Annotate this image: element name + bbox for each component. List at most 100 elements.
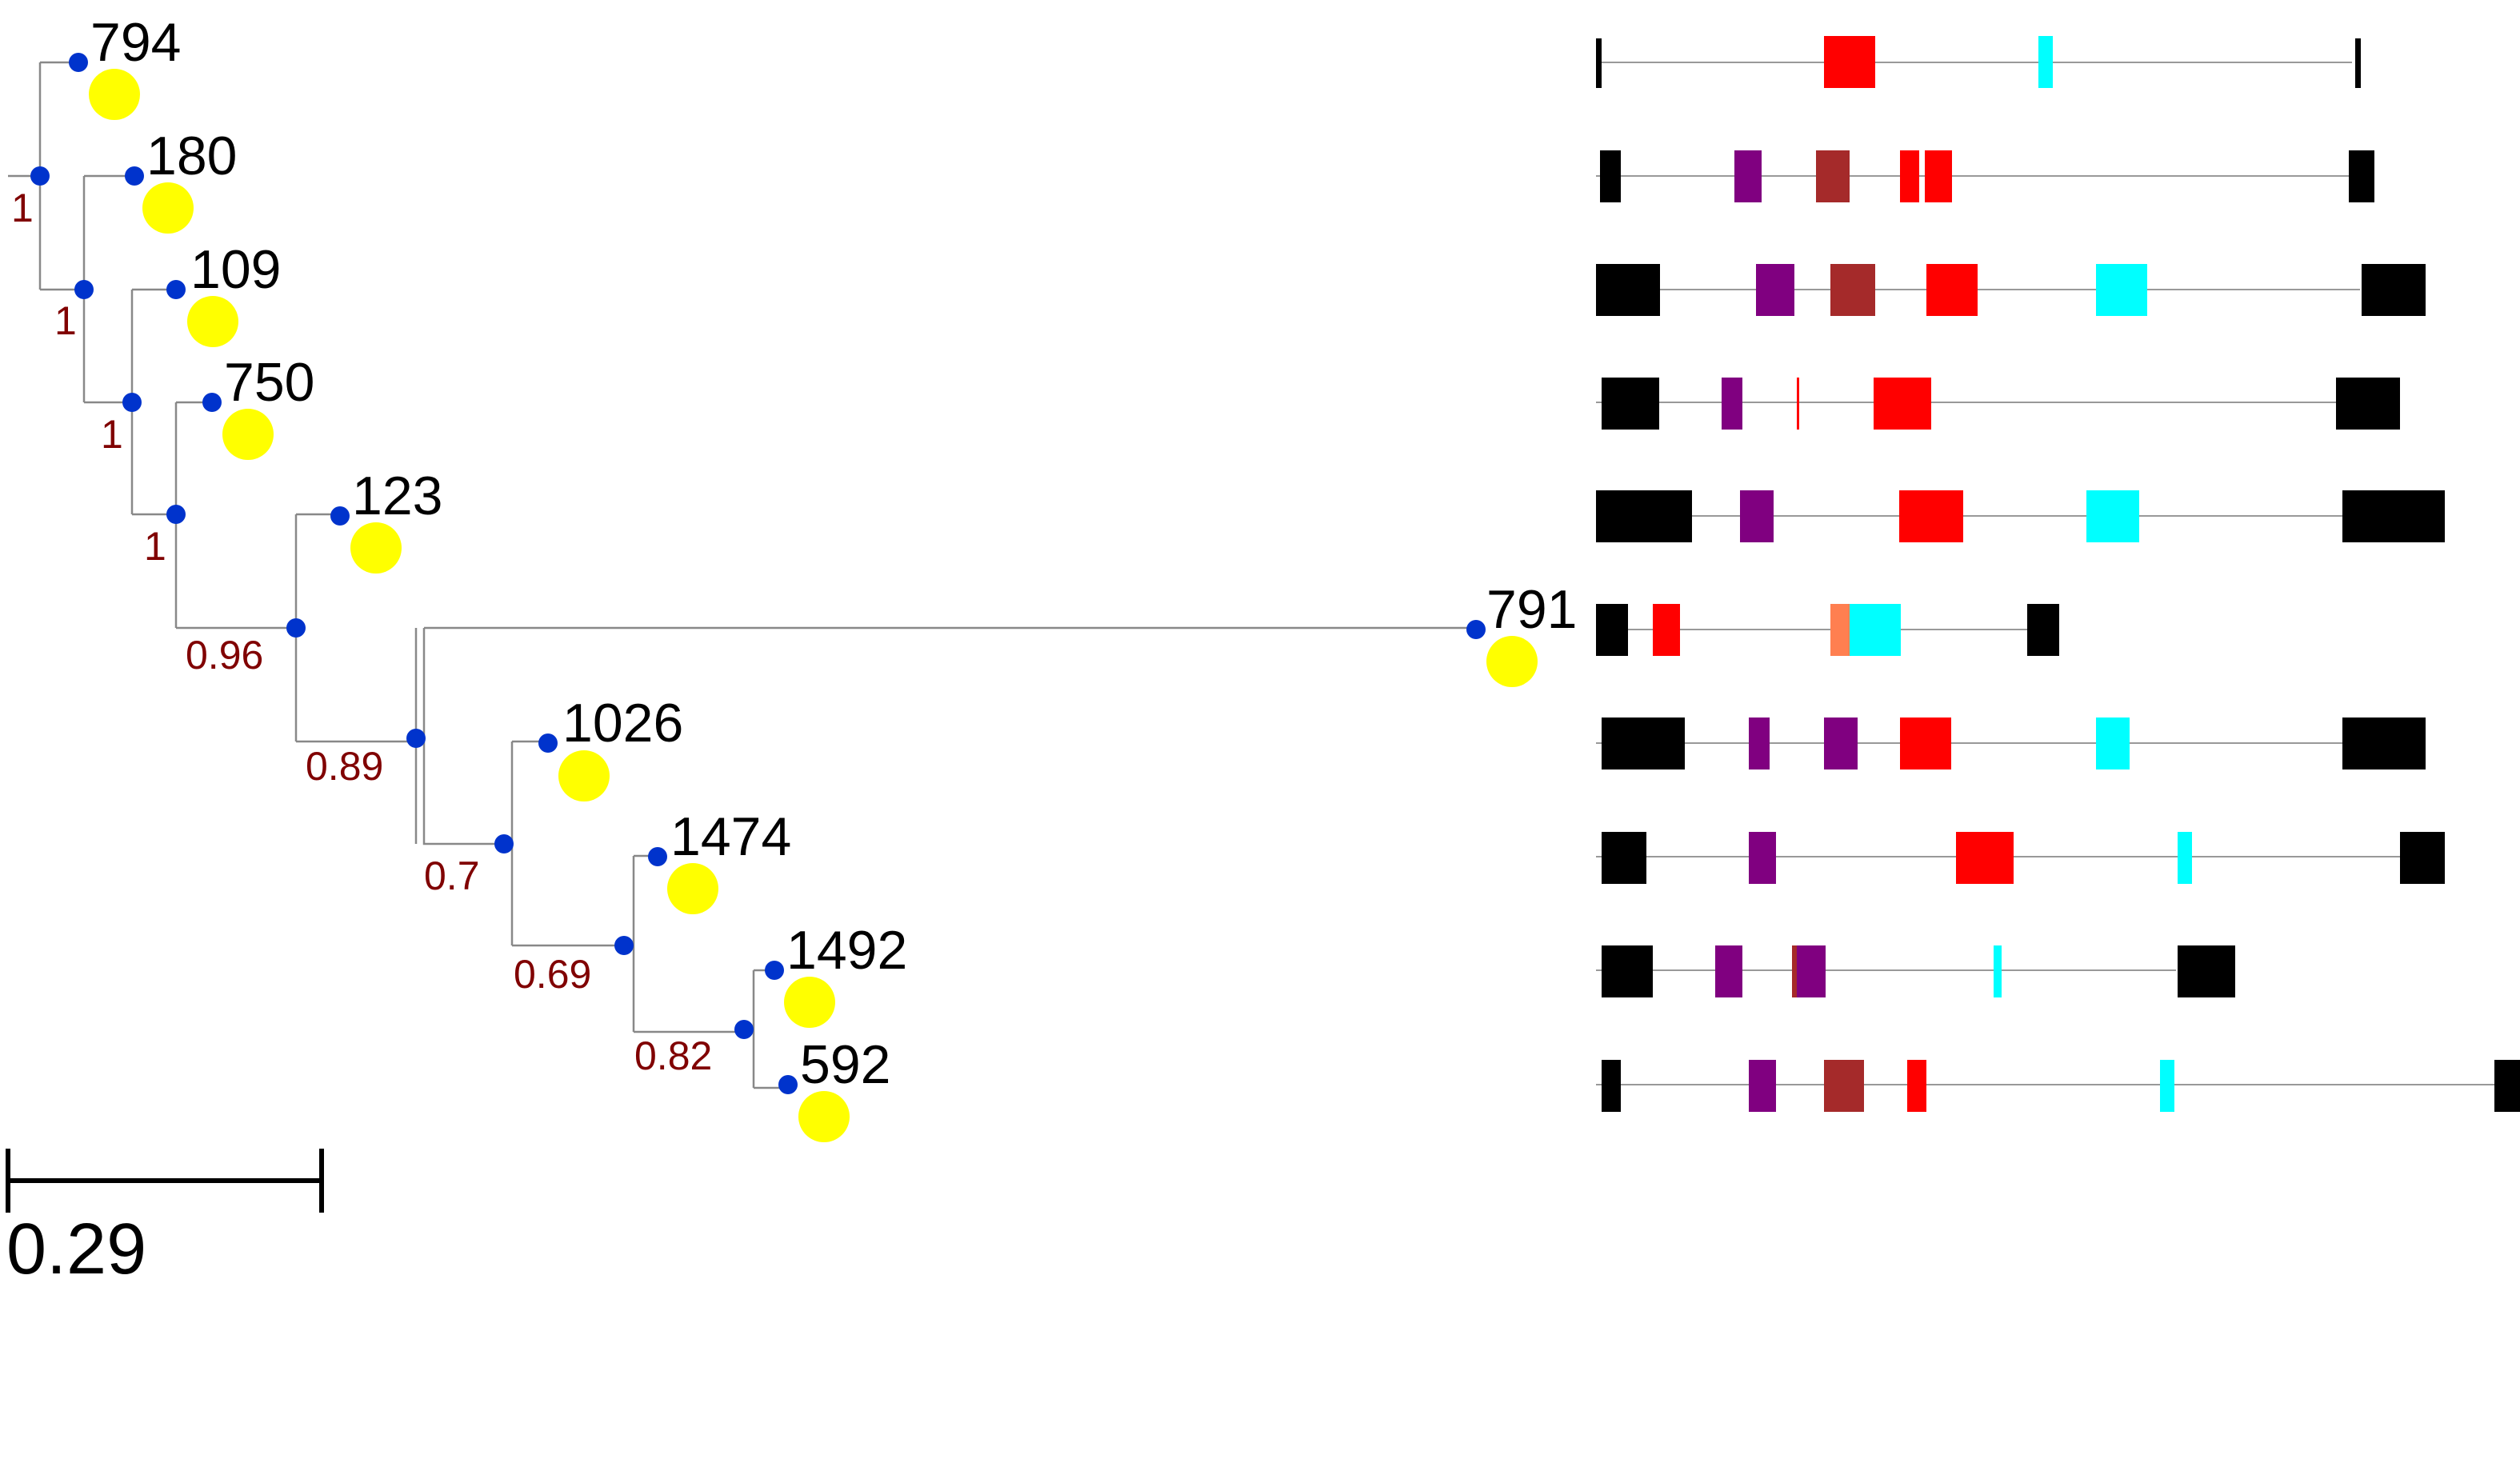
leaf-marker (142, 182, 194, 234)
purple-domain (1756, 264, 1794, 316)
terminal-domain (1600, 150, 1621, 202)
support-value: 0.69 (514, 952, 591, 997)
internal-node (406, 729, 426, 748)
brown-domain (1792, 945, 1797, 997)
internal-node (494, 834, 514, 853)
support-value: 1 (54, 298, 77, 343)
purple-domain (1734, 150, 1762, 202)
leaf-tip-dot (69, 53, 88, 72)
support-value: 1 (101, 412, 123, 457)
leaf-nodes: 794 180 109 750 123 791 (69, 12, 1577, 1142)
red-domain (1797, 378, 1799, 430)
purple-domain (1749, 832, 1776, 884)
leaf-label: 750 (224, 352, 314, 413)
internal-node (166, 505, 186, 524)
red-domain (1900, 718, 1951, 769)
internal-node (122, 393, 142, 412)
leaf-1474: 1474 (648, 806, 791, 914)
terminal-domain (2494, 1060, 2520, 1112)
purple-domain (1797, 945, 1826, 997)
purple-domain (1722, 378, 1742, 430)
leaf-tip-dot (1466, 620, 1486, 639)
branch (422, 628, 504, 845)
cyan-domain (2086, 490, 2139, 542)
red-domain (1926, 264, 1978, 316)
terminal-domain (2342, 490, 2445, 542)
terminal-domain (2178, 945, 2235, 997)
internal-node (614, 936, 634, 955)
leaf-1026: 1026 (538, 693, 683, 801)
purple-domain (1749, 718, 1770, 769)
brown-domain (1824, 1060, 1864, 1112)
domain-row-1492 (1596, 945, 2235, 997)
leaf-label: 592 (800, 1034, 890, 1095)
leaf-label: 791 (1486, 579, 1577, 640)
leaf-tip-dot (648, 847, 667, 866)
red-domain (1824, 36, 1875, 88)
terminal-domain (1596, 264, 1660, 316)
cyan-domain (2038, 36, 2053, 88)
leaf-tip-dot (125, 166, 144, 186)
domain-row-794 (1596, 36, 2361, 88)
brown-domain (1816, 150, 1850, 202)
red-domain (1907, 1060, 1926, 1112)
terminal-domain (1602, 832, 1646, 884)
leaf-592: 592 (778, 1034, 890, 1142)
support-value: 1 (144, 524, 166, 569)
leaf-label: 1474 (670, 806, 791, 867)
purple-domain (1740, 490, 1774, 542)
support-value: 1 (11, 186, 34, 230)
domain-row-750 (1596, 378, 2400, 430)
terminal-domain (2362, 264, 2426, 316)
red-domain (1925, 150, 1952, 202)
leaf-label: 1026 (562, 693, 683, 753)
domain-row-592 (1596, 1060, 2520, 1112)
leaf-tip-dot (330, 506, 350, 526)
domain-row-791 (1596, 604, 2059, 656)
leaf-marker (784, 977, 835, 1028)
brown-domain (1830, 264, 1875, 316)
leaf-label: 794 (90, 12, 181, 73)
leaf-marker (222, 409, 274, 460)
leaf-791: 791 (1466, 579, 1577, 687)
leaf-tip-dot (166, 280, 186, 299)
cyan-domain (1850, 604, 1901, 656)
internal-node (30, 166, 50, 186)
terminal-domain (1602, 718, 1685, 769)
domain-row-123 (1596, 490, 2445, 542)
scale-bar (6, 1149, 324, 1213)
leaf-750: 750 (202, 352, 314, 460)
domain-row-109 (1596, 264, 2426, 316)
red-domain (1899, 490, 1963, 542)
support-value: 0.82 (634, 1033, 712, 1078)
terminal-domain (1596, 490, 1692, 542)
purple-domain (1824, 718, 1858, 769)
support-value: 0.7 (424, 853, 480, 898)
leaf-marker (667, 863, 718, 914)
internal-nodes (30, 166, 754, 1039)
leaf-tip-dot (765, 961, 784, 980)
purple-domain (1749, 1060, 1776, 1112)
terminal-domain (2336, 378, 2400, 430)
domain-row-180 (1596, 150, 2374, 202)
leaf-marker (350, 522, 402, 574)
purple-domain (1715, 945, 1742, 997)
coral-domain (1830, 604, 1850, 656)
red-domain (1956, 832, 2014, 884)
leaf-label: 123 (352, 466, 442, 526)
terminal-domain (2349, 150, 2374, 202)
leaf-marker (1486, 636, 1538, 687)
leaf-tip-dot (778, 1075, 798, 1094)
leaf-marker (558, 750, 610, 801)
red-domain (1653, 604, 1680, 656)
terminal-domain (2027, 604, 2059, 656)
internal-node (74, 280, 94, 299)
cyan-domain (1994, 945, 2002, 997)
leaf-109: 109 (166, 239, 281, 347)
terminal-domain (1602, 1060, 1621, 1112)
leaf-tip-dot (202, 393, 222, 412)
leaf-1492: 1492 (765, 920, 907, 1028)
red-domain (1900, 150, 1919, 202)
leaf-tip-dot (538, 734, 558, 753)
tree-branches (8, 61, 1474, 1089)
